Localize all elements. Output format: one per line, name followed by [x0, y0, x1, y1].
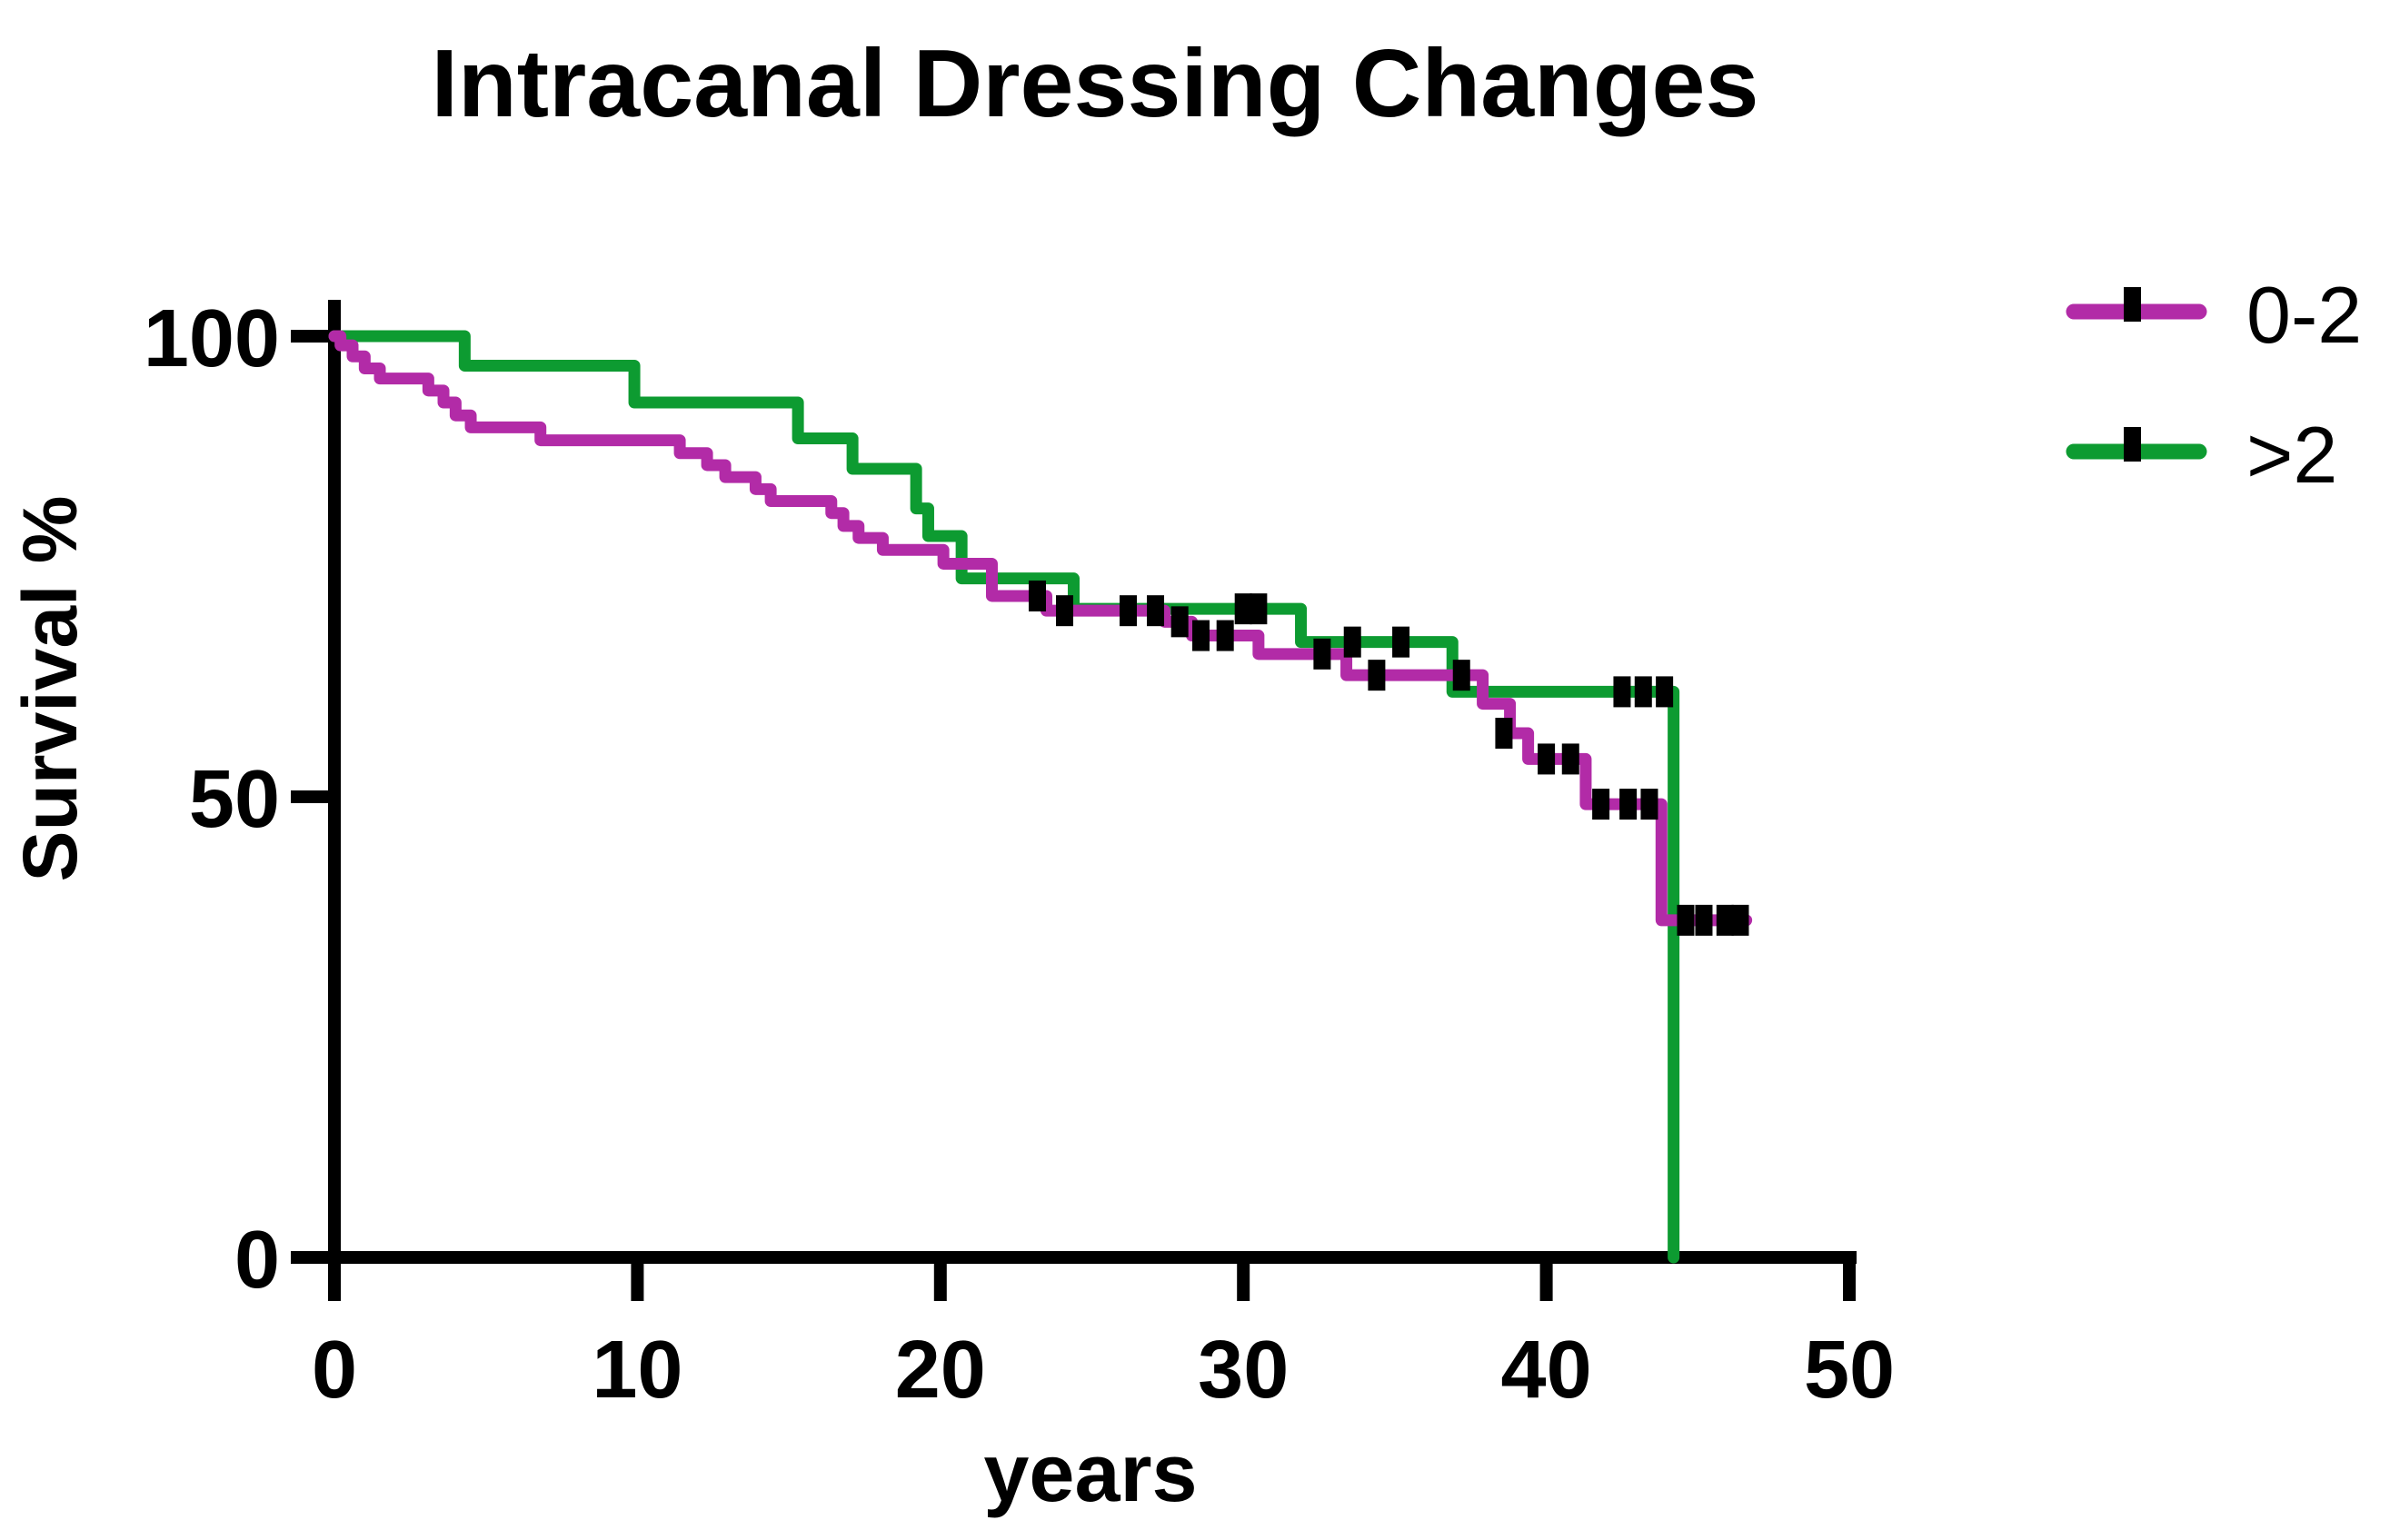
x-tick-label: 50 [1804, 1325, 1895, 1416]
censor-tick [1592, 789, 1610, 820]
censor-tick [1147, 595, 1165, 627]
censor-tick [1028, 580, 1046, 611]
censor-tick [1234, 593, 1252, 625]
legend-censor-tick-icon [2124, 427, 2141, 462]
legend-label-0-2: 0-2 [2246, 270, 2362, 360]
y-tick-label: 50 [189, 754, 280, 845]
x-axis-title: years [983, 1428, 1197, 1519]
plot-area: 100 50 00 10 20 30 40 50 [144, 293, 1895, 1416]
x-tick-label: 0 [312, 1325, 357, 1416]
censor-tick [1613, 676, 1631, 708]
survival-curve-0-2 [328, 330, 1753, 927]
censor-tick [1192, 620, 1210, 651]
censor-tick [1538, 743, 1556, 775]
censor-tick [1170, 606, 1189, 638]
censor-tick [1695, 904, 1713, 936]
chart-title: Intracanal Dressing Changes [432, 30, 1759, 137]
censor-tick [1392, 626, 1410, 658]
censor-tick [1677, 904, 1695, 936]
censor-tick [1656, 676, 1674, 708]
y-tick-label: 0 [234, 1215, 280, 1306]
legend-label-gt2: >2 [2246, 410, 2337, 500]
censor-tick [1055, 595, 1073, 627]
censor-tick [1619, 789, 1638, 820]
censor-tick [1250, 593, 1268, 625]
censor-tick [1368, 660, 1386, 691]
censor-tick [1634, 676, 1652, 708]
censor-tick [1313, 638, 1331, 670]
survival-curve-gt2 [328, 330, 1680, 1264]
censor-tick [1640, 789, 1658, 820]
legend-item-0-2: 0-2 [2066, 270, 2362, 360]
censor-tick [1716, 904, 1734, 936]
legend-censor-tick-icon [2124, 287, 2141, 322]
censor-tick [1561, 743, 1579, 775]
censor-tick [1120, 595, 1138, 627]
y-tick-label: 100 [144, 293, 280, 384]
legend-item-gt2: >2 [2066, 410, 2337, 500]
censor-tick [1731, 904, 1749, 936]
x-tick-label: 20 [895, 1325, 986, 1416]
censor-tick [1495, 718, 1513, 750]
censor-tick [1452, 660, 1470, 691]
x-tick-label: 30 [1198, 1325, 1289, 1416]
x-tick-label: 40 [1501, 1325, 1592, 1416]
censor-tick [1216, 620, 1234, 651]
x-tick-label: 10 [592, 1325, 682, 1416]
y-axis-title: Survival % [7, 496, 93, 882]
censor-tick [1343, 626, 1361, 658]
legend: 0-2 >2 [2066, 270, 2362, 500]
